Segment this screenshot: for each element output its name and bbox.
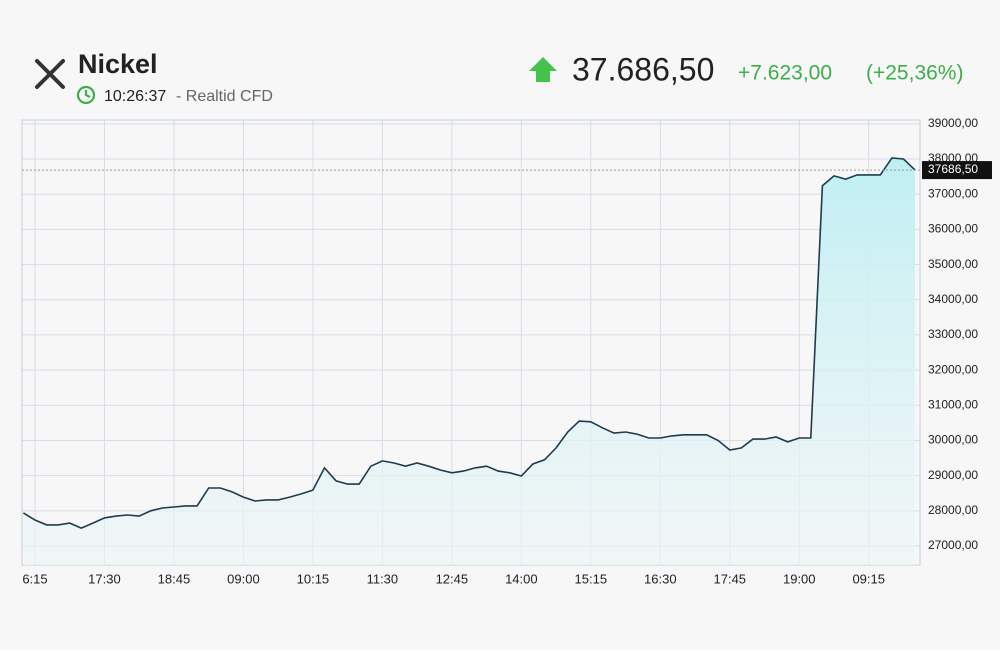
clock-icon	[76, 85, 96, 105]
y-tick-label: 39000,00	[928, 116, 978, 130]
last-price-label: 37686,50	[928, 162, 978, 176]
quote-source: - Realtid CFD	[176, 88, 273, 105]
y-tick-label: 27000,00	[928, 538, 978, 552]
y-tick-label: 32000,00	[928, 362, 978, 376]
x-tick-label: 16:30	[644, 571, 677, 586]
price-change: +7.623,00	[738, 62, 832, 85]
x-tick-label: 15:15	[575, 571, 608, 586]
y-tick-label: 36000,00	[928, 222, 978, 236]
y-tick-label: 30000,00	[928, 433, 978, 447]
last-price-box	[922, 161, 992, 180]
x-tick-label: 09:15	[852, 571, 885, 586]
instrument-name: Nickel	[78, 49, 158, 79]
x-tick-label: 11:30	[367, 571, 399, 586]
area-fill	[23, 158, 916, 565]
y-tick-label: 34000,00	[928, 292, 978, 306]
x-tick-label: 09:00	[227, 571, 260, 586]
x-tick-label: 18:45	[158, 571, 191, 586]
y-tick-label: 29000,00	[928, 468, 978, 482]
x-tick-label: 17:30	[88, 571, 121, 586]
x-tick-label: 17:45	[714, 571, 747, 586]
y-tick-label: 28000,00	[928, 503, 978, 517]
price-line	[22, 157, 916, 529]
price-change-percent: (+25,36%)	[866, 62, 963, 85]
y-tick-label: 35000,00	[928, 257, 978, 271]
y-tick-label: 37000,00	[928, 186, 978, 200]
x-tick-label: 6:15	[22, 571, 47, 586]
price: 37.686,50	[572, 51, 714, 87]
y-tick-label: 33000,00	[928, 327, 978, 341]
plot: 27000,00 28000,00 29000,00 30000,00 31000,00…	[21, 116, 992, 586]
close-button[interactable]	[35, 59, 65, 89]
x-tick-label: 14:00	[505, 571, 538, 586]
x-tick-label: 19:00	[783, 571, 816, 586]
up-arrow	[529, 57, 557, 82]
y-tick-label: 31000,00	[928, 397, 978, 411]
x-tick-label: 12:45	[436, 571, 469, 586]
x-tick-label: 10:15	[297, 571, 330, 586]
quote-time: 10:26:37	[104, 88, 166, 105]
